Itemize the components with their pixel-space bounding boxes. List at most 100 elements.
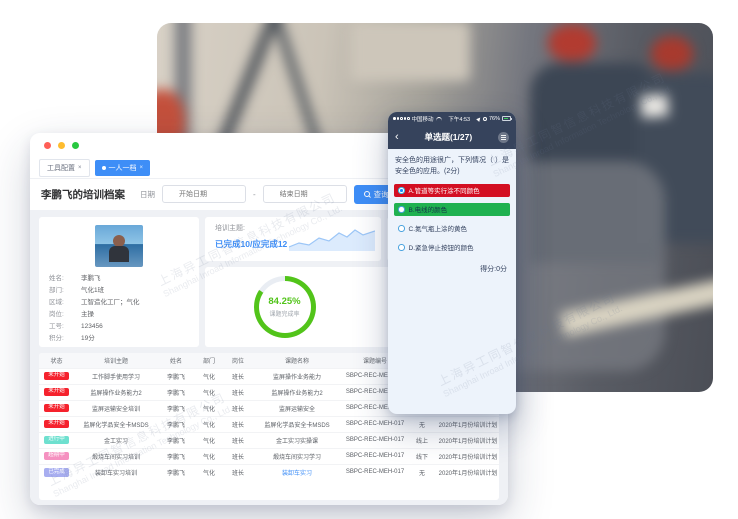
status-left: 中国移动 <box>393 115 442 123</box>
score-text: 得分:0分 <box>480 265 507 273</box>
cell-post: 班长 <box>224 447 252 464</box>
radio-icon[interactable] <box>398 206 405 213</box>
cell-course: 监屏操作业务能力 <box>252 367 342 384</box>
options-list: A.管道等实行涂不同颜色 B.电线的颜色 C.氮气瓶上涂的黄色 D.紧急停止按钮… <box>388 182 516 255</box>
option-label: B.电线的颜色 <box>408 207 448 215</box>
option-d[interactable]: D.紧急停止按钮的颜色 <box>394 241 510 255</box>
profile-field: 岗位: 主操 <box>49 309 189 321</box>
status-badge: 进行中 <box>44 435 69 445</box>
cell-method: 线下 <box>408 447 436 464</box>
photo-red-helmet <box>548 24 596 61</box>
option-label: A.管道等实行涂不同颜色 <box>408 188 480 196</box>
wifi-icon <box>435 116 442 121</box>
cell-plan: 2020年1月份培训计划 <box>436 447 499 464</box>
end-date-input[interactable] <box>262 185 347 203</box>
cell-code: SBPC-REC-MEH-017 <box>342 447 408 464</box>
photo-crate <box>350 23 470 81</box>
col-topic: 培训主题 <box>74 353 158 368</box>
field-value: 主操 <box>81 311 94 318</box>
battery-icon <box>502 116 512 121</box>
radio-icon[interactable] <box>398 225 405 232</box>
field-label: 积分: <box>49 335 64 342</box>
start-date-input[interactable] <box>162 185 246 203</box>
cell-code: SBPC-REC-MEH-017 <box>342 415 408 432</box>
cell-method: 无 <box>408 415 436 432</box>
profile-field: 部门: 气化1班 <box>49 285 189 297</box>
search-button[interactable]: 查询 <box>353 184 399 204</box>
active-dot-icon <box>101 165 106 170</box>
cell-course-link[interactable]: 装卸车实习 <box>252 463 342 480</box>
search-button-label: 查询 <box>373 189 389 199</box>
profile-field: 积分: 19分 <box>49 333 189 345</box>
col-post: 岗位 <box>224 353 252 368</box>
cell-name: 李鹏飞 <box>158 431 194 448</box>
phone-nav-bar: ‹ 单选题(1/27) <box>388 125 516 149</box>
col-status: 状态 <box>39 353 74 368</box>
field-value: 气化1班 <box>81 287 105 294</box>
quiz-title: 单选题(1/27) <box>424 132 473 142</box>
table-row: 超期中 煅烧车间实习培训 李鹏飞 气化 班长 煅烧车间实习学习 SBPC-REC… <box>39 447 499 464</box>
donut-center: 84.25% 课题完成率 <box>258 281 311 333</box>
cell-course: 监屏操作业务能力2 <box>252 383 342 400</box>
status-badge: 未开始 <box>44 387 69 397</box>
table-row: 进行中 金工实习 李鹏飞 气化 班长 金工实习实操课 SBPC-REC-MEH-… <box>39 431 499 448</box>
close-button[interactable] <box>44 141 51 149</box>
option-a[interactable]: A.管道等实行涂不同颜色 <box>394 183 510 198</box>
search-icon <box>363 191 370 197</box>
cell-topic: 装卸车实习培训 <box>74 463 158 480</box>
donut-value: 84.25% <box>268 296 301 307</box>
cell-method: 线上 <box>408 431 436 448</box>
cell-dept: 气化 <box>194 463 224 480</box>
cell-post: 班长 <box>224 415 252 432</box>
alarm-icon <box>482 116 487 121</box>
profile-field: 区域: 工智造化工厂；气化 <box>49 297 189 309</box>
status-badge: 已完成 <box>44 468 69 477</box>
col-course: 课题名称 <box>252 353 342 368</box>
status-badge: 未开始 <box>44 419 69 429</box>
sparkline-chart <box>289 229 375 251</box>
date-separator: - <box>253 189 256 199</box>
cell-name: 李鹏飞 <box>158 447 194 464</box>
status-right: 76% <box>476 115 512 122</box>
field-label: 部门: <box>49 287 64 294</box>
cell-dept: 气化 <box>194 431 224 448</box>
cell-course: 金工实习实操课 <box>252 431 342 448</box>
cell-dept: 气化 <box>194 383 224 400</box>
tab-label: 一人一档 <box>108 164 137 172</box>
close-icon[interactable]: × <box>78 164 82 171</box>
profile-field: 姓名: 李鹏飞 <box>49 273 189 285</box>
option-b[interactable]: B.电线的颜色 <box>394 202 510 217</box>
maximize-button[interactable] <box>72 141 79 149</box>
back-arrow-icon[interactable]: ‹ <box>395 130 399 143</box>
close-icon[interactable]: × <box>139 164 144 171</box>
tab-one-person-one-file[interactable]: 一人一档 × <box>94 159 151 176</box>
cell-code: SBPC-REC-MEH-017 <box>342 463 408 480</box>
cell-name: 李鹏飞 <box>158 383 194 400</box>
cell-course: 监屏运输安全 <box>252 399 342 416</box>
carrier-label: 中国移动 <box>411 116 434 123</box>
field-label: 区域: <box>49 299 64 306</box>
page-title: 李鹏飞的培训档案 <box>41 188 125 201</box>
status-badge: 超期中 <box>44 451 69 461</box>
field-value: 19分 <box>81 335 95 342</box>
cell-plan: 2020年1月份培训计划 <box>436 431 499 448</box>
profile-field: 工号: 123456 <box>49 321 189 333</box>
cell-name: 李鹏飞 <box>158 399 194 416</box>
date-label: 日期 <box>140 189 155 199</box>
minimize-button[interactable] <box>58 141 65 149</box>
cell-dept: 气化 <box>194 367 224 384</box>
radio-selected-icon[interactable] <box>398 187 405 194</box>
tab-tool-config[interactable]: 工具配置 × <box>39 158 90 177</box>
field-label: 岗位: <box>49 311 64 318</box>
location-arrow-icon <box>476 115 482 122</box>
cell-course: 监屏化学品安全卡MSDS <box>252 415 342 432</box>
cell-code: SBPC-REC-MEH-017 <box>342 431 408 448</box>
option-c[interactable]: C.氮气瓶上涂的黄色 <box>394 222 510 236</box>
battery-percent: 76% <box>488 115 500 122</box>
answer-sheet-icon[interactable] <box>498 131 509 143</box>
avatar <box>95 225 143 267</box>
cell-dept: 气化 <box>194 415 224 432</box>
table-row: 未开始 监屏化学品安全卡MSDS 李鹏飞 气化 班长 监屏化学品安全卡MSDS … <box>39 415 499 432</box>
radio-icon[interactable] <box>398 244 405 251</box>
